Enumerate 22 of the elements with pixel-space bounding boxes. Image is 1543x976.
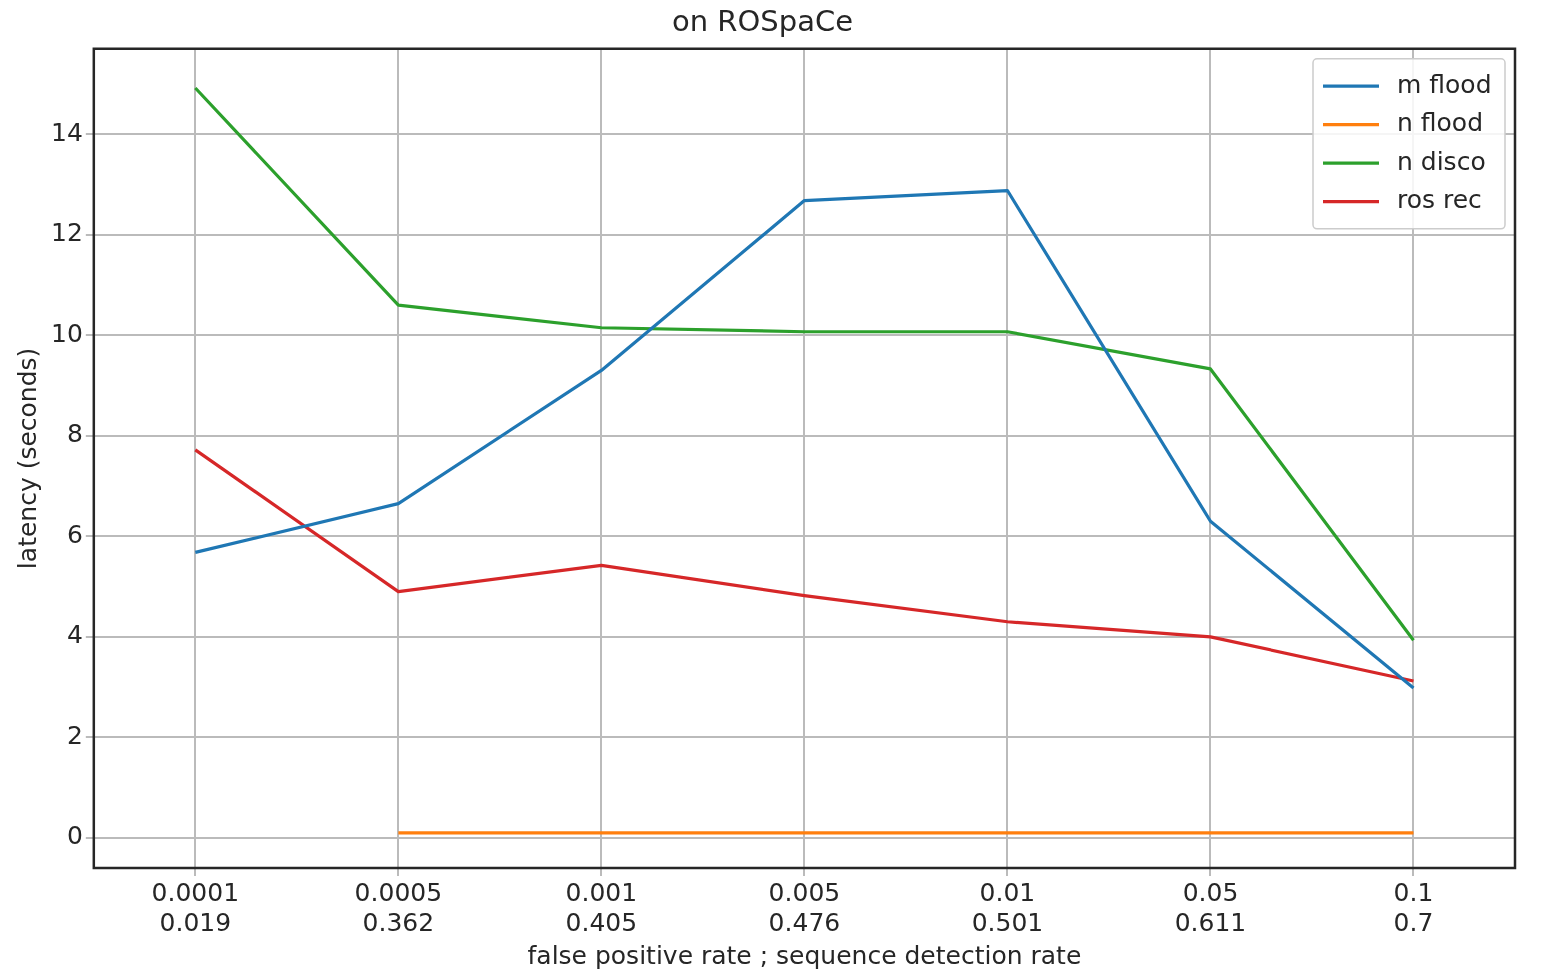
x-tick-label: 0.01 0.501 [971, 877, 1044, 937]
x-tick-label: 0.1 0.7 [1393, 877, 1434, 937]
x-tick-label: 0.0005 0.362 [354, 877, 443, 937]
y-axis-title: latency (seconds) [12, 347, 42, 570]
y-tick-label: 14 [51, 117, 83, 147]
x-tick-label: 0.05 0.611 [1174, 877, 1247, 937]
x-tick-label: 0.005 0.476 [768, 877, 841, 937]
y-tick-label: 12 [51, 218, 83, 248]
legend-label: n disco [1397, 146, 1486, 176]
y-tick-label: 10 [51, 318, 83, 348]
x-tick-label: 0.0001 0.019 [151, 877, 240, 937]
x-tick-label: 0.001 0.405 [565, 877, 638, 937]
legend-label: n flood [1397, 108, 1483, 138]
chart-title: on ROSpaCe [672, 3, 853, 38]
x-axis-title: false positive rate ; sequence detection rate [527, 940, 1082, 970]
y-tick-label: 4 [66, 620, 83, 650]
legend-label: ros rec [1397, 185, 1482, 215]
y-tick-label: 8 [66, 419, 83, 449]
legend-label: m flood [1397, 69, 1492, 99]
y-tick-label: 0 [66, 821, 83, 851]
y-tick-label: 2 [66, 720, 83, 750]
y-tick-label: 6 [66, 519, 83, 549]
